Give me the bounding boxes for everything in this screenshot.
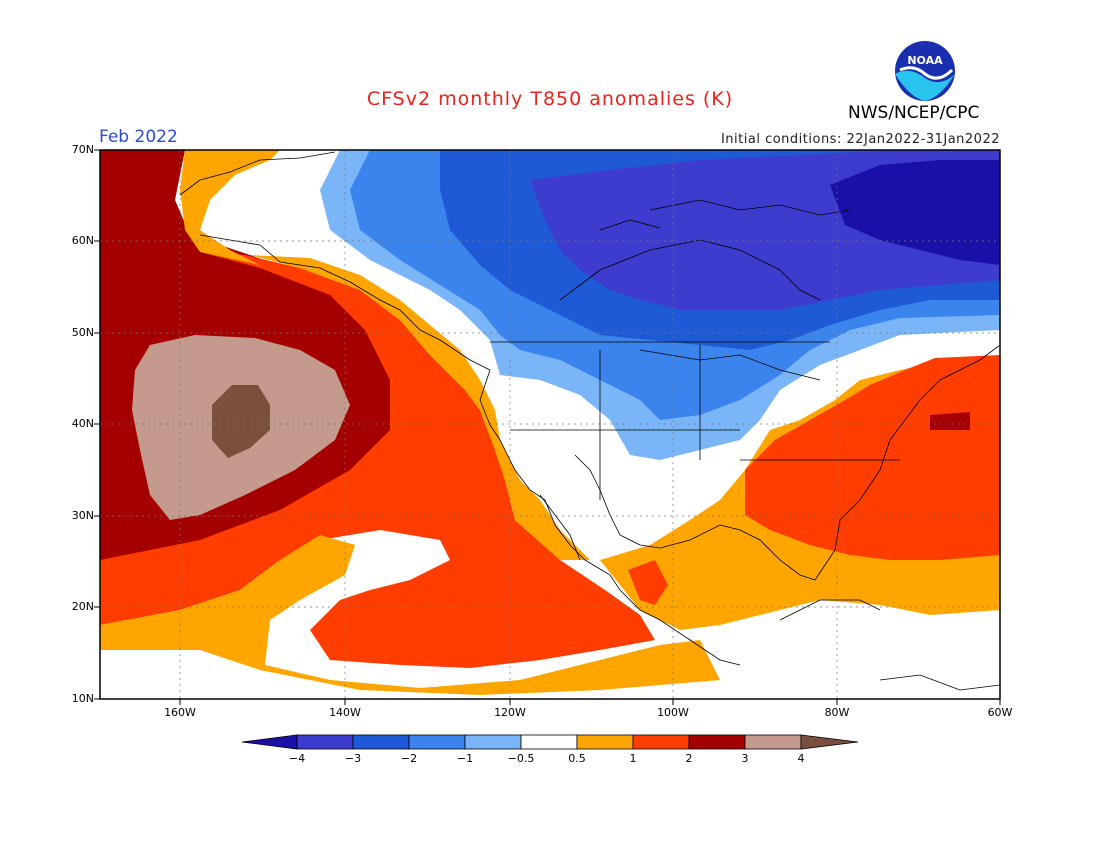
field-brown-maximum <box>212 385 270 458</box>
anomaly-fields <box>100 150 1000 699</box>
colorbar-swatch-2-1 <box>408 734 466 750</box>
colorbar-label-1: 1 <box>629 752 637 765</box>
coastlines <box>179 151 1000 691</box>
lat-label-10n: 10N <box>71 692 94 705</box>
initial-conditions: Initial conditions: 22Jan2022-31Jan2022 <box>720 132 1000 147</box>
noaa-logo: NOAA <box>894 40 956 102</box>
lat-label-30n: 30N <box>71 509 94 522</box>
colorbar-swatch-3-4 <box>744 734 802 750</box>
field-red-mexico <box>628 560 668 605</box>
colorbar-label-2: 2 <box>685 752 693 765</box>
field-orange-pacific <box>100 535 720 695</box>
lon-label-160w: 160W <box>164 706 196 719</box>
colorbar <box>241 734 859 750</box>
colorbar-swatch-05-1 <box>576 734 634 750</box>
colorbar-swatch-gt-4 <box>800 734 859 750</box>
agency-label: NWS/NCEP/CPC <box>848 103 980 123</box>
field-dark-indigo <box>830 160 1000 265</box>
field-red-east <box>745 355 1000 560</box>
colorbar-swatch-1-2 <box>632 734 690 750</box>
lon-label-120w: 120W <box>494 706 526 719</box>
noaa-logo-text: NOAA <box>907 54 943 67</box>
colorbar-swatch-3-2 <box>352 734 410 750</box>
field-dark-red-atlantic <box>930 412 970 430</box>
colorbar-label-05: 0.5 <box>568 752 586 765</box>
colorbar-swatch-lt-4 <box>241 734 298 750</box>
graticule <box>100 150 1000 699</box>
colorbar-swatch-2-3 <box>688 734 746 750</box>
lon-label-100w: 100W <box>657 706 689 719</box>
colorbar-swatch-1-05 <box>464 734 522 750</box>
chart-title: CFSv2 monthly T850 anomalies (K) <box>366 88 734 110</box>
colorbar-label-minus4: −4 <box>288 752 306 765</box>
lat-label-40n: 40N <box>71 417 94 430</box>
field-orange-coast <box>250 255 590 560</box>
lat-label-70n: 70N <box>71 143 94 156</box>
colorbar-label-3: 3 <box>741 752 749 765</box>
lat-label-50n: 50N <box>71 326 94 339</box>
colorbar-label-minus2: −2 <box>400 752 418 765</box>
lon-label-60w: 60W <box>987 706 1013 719</box>
colorbar-label-4: 4 <box>797 752 805 765</box>
lon-label-80w: 80W <box>824 706 850 719</box>
colorbar-label-minus05: −0.5 <box>507 752 535 765</box>
colorbar-swatch-4-3 <box>296 734 354 750</box>
lon-label-140w: 140W <box>329 706 361 719</box>
colorbar-label-minus3: −3 <box>344 752 362 765</box>
field-red-pacific <box>100 252 655 668</box>
lat-label-60n: 60N <box>71 234 94 247</box>
lat-label-20n: 20N <box>71 600 94 613</box>
axis-ticks <box>94 149 1001 705</box>
forecast-month: Feb 2022 <box>99 127 178 147</box>
colorbar-swatch-neutral <box>520 734 578 750</box>
colorbar-label-minus1: −1 <box>456 752 474 765</box>
